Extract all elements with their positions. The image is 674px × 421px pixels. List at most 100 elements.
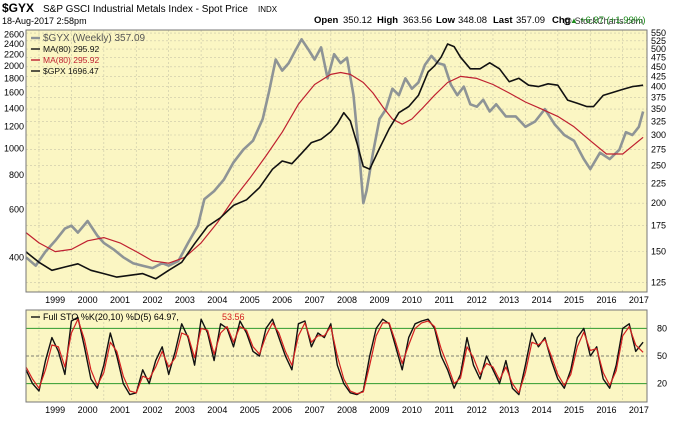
chart-date: 18-Aug-2017 2:58pm <box>2 16 87 26</box>
right-axis-tick-label: 375 <box>651 92 666 102</box>
legend-entry: MA(80) 295.92 <box>43 44 99 54</box>
ma80-line <box>25 71 644 264</box>
right-axis-tick-label: 225 <box>651 178 666 188</box>
price-series <box>25 37 645 280</box>
left-axis-tick-label: 1600 <box>4 87 24 97</box>
left-axis-tick-label: 2000 <box>4 61 24 71</box>
x-tick-label: 2002 <box>142 295 162 305</box>
left-axis-tick-label: 1800 <box>4 73 24 83</box>
x-tick-label: 1999 <box>45 295 65 305</box>
x-tick-label: 2002 <box>142 405 162 415</box>
x-tick-label: 2008 <box>337 405 357 415</box>
open-label: Open <box>314 15 338 26</box>
chg-label: Chg <box>552 15 571 26</box>
x-tick-label: 2007 <box>305 295 325 305</box>
chart-index-name: S&P GSCI Industrial Metals Index - Spot … <box>43 4 248 15</box>
x-tick-label: 2003 <box>175 295 195 305</box>
x-tick-label: 2009 <box>369 405 389 415</box>
x-tick-label: 2008 <box>337 295 357 305</box>
stochastic-legend-d-value: 53.56 <box>222 312 245 322</box>
stochastic-x-axis-ticks: 1999 2000 2001 2002 2003 2004 2005 2006 2007 2008… <box>45 405 649 415</box>
x-tick-label: 2001 <box>110 405 130 415</box>
x-tick-label: 2011 <box>435 405 454 415</box>
left-axis-tick-label: 400 <box>9 253 24 263</box>
open-value: 350.12 <box>343 15 372 26</box>
x-tick-label: 2014 <box>532 405 552 415</box>
low-label: Low <box>436 15 456 26</box>
last-value: 357.09 <box>516 15 545 26</box>
left-axis-tick-label: 2200 <box>4 49 24 59</box>
x-tick-label: 2009 <box>369 295 389 305</box>
x-tick-label: 2010 <box>402 405 422 415</box>
right-axis-tick-label: 275 <box>651 145 666 155</box>
x-tick-label: 1999 <box>45 405 65 415</box>
right-axis-tick-label: 175 <box>651 221 666 231</box>
legend-entry: MA(80) 295.92 <box>43 55 99 65</box>
stochastic-panel: Full STO %K(20,10) %D(5) 64.97, 53.56 80 5… <box>25 309 667 415</box>
right-axis-tick-label: 425 <box>651 71 666 81</box>
right-axis-tick-label: 400 <box>651 82 666 92</box>
right-axis-tick-label: 250 <box>651 161 666 171</box>
x-tick-label: 2010 <box>402 295 422 305</box>
x-tick-label: 2016 <box>596 405 616 415</box>
x-tick-label: 2005 <box>240 295 260 305</box>
x-tick-label: 2006 <box>272 405 292 415</box>
x-tick-label: 2015 <box>564 405 584 415</box>
left-axis-tick-label: 1400 <box>4 103 24 113</box>
right-axis-tick-label: 450 <box>651 62 666 72</box>
x-tick-label: 2015 <box>564 295 584 305</box>
high-label: High <box>377 15 398 26</box>
right-axis-tick-label: 125 <box>651 277 666 287</box>
right-axis-tick-label: 300 <box>651 130 666 140</box>
legend-entry: $GPX 1696.47 <box>43 66 99 76</box>
chg-value: +6.97 (+1.99%) <box>580 15 646 26</box>
stochastic-tick-label: 20 <box>657 379 667 389</box>
last-label: Last <box>493 15 513 26</box>
left-axis-tick-label: 2400 <box>4 39 24 49</box>
x-tick-label: 2013 <box>499 405 519 415</box>
price-gridlines <box>26 30 647 292</box>
right-axis-tick-label: 350 <box>651 104 666 114</box>
x-tick-label: 2011 <box>435 295 454 305</box>
right-axis-tick-label: 550 <box>651 28 666 38</box>
stochastic-legend-entry: Full STO %K(20,10) %D(5) 64.97, <box>43 312 179 322</box>
stochastic-legend: Full STO %K(20,10) %D(5) 64.97, 53.56 <box>31 312 245 322</box>
right-axis-tick-label: 325 <box>651 117 666 127</box>
x-tick-label: 2000 <box>78 295 98 305</box>
left-axis-tick-label: 1000 <box>4 143 24 153</box>
stochastic-tick-label: 50 <box>657 351 667 361</box>
gpx-line <box>25 43 644 280</box>
left-axis-tick-label: 2600 <box>4 30 24 40</box>
right-axis-tick-label: 200 <box>651 198 666 208</box>
x-tick-label: 2017 <box>629 405 649 415</box>
right-axis-tick-label: 475 <box>651 53 666 63</box>
x-tick-label: 2007 <box>305 405 325 415</box>
price-panel-border <box>25 29 648 293</box>
right-axis-tick-label: 500 <box>651 44 666 54</box>
x-tick-label: 2013 <box>499 295 519 305</box>
sto-d-line <box>25 318 644 395</box>
price-x-axis-ticks: 1999 2000 2001 2002 2003 2004 2005 2006 2007 2008… <box>45 295 649 305</box>
x-tick-label: 2005 <box>240 405 260 415</box>
x-tick-label: 2016 <box>596 295 616 305</box>
high-value: 363.56 <box>403 15 432 26</box>
chg-arrow: ▲ <box>570 16 578 25</box>
stochastic-y-axis-ticks: 80 50 20 <box>657 323 667 388</box>
x-tick-label: 2017 <box>629 295 649 305</box>
right-axis-tick-label: 525 <box>651 36 666 46</box>
left-axis-tick-label: 1200 <box>4 122 24 132</box>
x-tick-label: 2006 <box>272 295 292 305</box>
sto-k-line <box>25 316 644 396</box>
stochastic-tick-label: 80 <box>657 323 667 333</box>
right-axis-tick-label: 150 <box>651 247 666 257</box>
stochastic-panel-border <box>25 309 648 403</box>
x-tick-label: 2003 <box>175 405 195 415</box>
x-tick-label: 2014 <box>532 295 552 305</box>
x-tick-label: 2012 <box>467 405 487 415</box>
chart-symbol: $GYX <box>2 1 34 15</box>
